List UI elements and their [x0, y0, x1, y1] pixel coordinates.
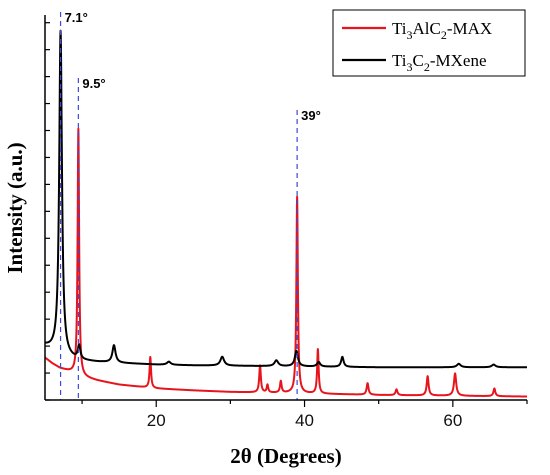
- legend-label-part: 2: [424, 60, 430, 74]
- legend-label-part: -MAX: [447, 19, 492, 38]
- legend-label-part: Ti: [392, 51, 407, 70]
- series-line-mxene: [44, 29, 528, 369]
- axes-layer: 20 40 60: [44, 15, 528, 430]
- annotation-layer: 7.1° 9.5° 39°: [59, 10, 321, 400]
- legend-label-max: Ti3AlC2-MAX: [392, 19, 492, 42]
- annotation-label-2: 39°: [301, 108, 321, 123]
- series-layer: [44, 29, 528, 398]
- x-axis-title: 2θ (Degrees): [230, 444, 341, 468]
- x-tick-label: 60: [443, 411, 462, 430]
- legend-label-part: C: [413, 51, 424, 70]
- legend-label-mxene: Ti3C2-MXene: [392, 51, 487, 74]
- legend-box: [332, 9, 526, 77]
- legend-label-part: 3: [407, 60, 413, 74]
- x-tick-label: 40: [295, 411, 314, 430]
- legend-label-part: -MXene: [430, 51, 487, 70]
- legend-label-part: 2: [441, 28, 447, 42]
- legend-label-part: AlC: [413, 19, 441, 38]
- series-line-max: [44, 127, 528, 398]
- y-axis-title: Intensity (a.u.): [3, 142, 27, 273]
- legend-label-part: Ti: [392, 19, 407, 38]
- annotation-label-0: 7.1°: [65, 10, 88, 25]
- annotation-label-1: 9.5°: [82, 76, 105, 91]
- legend-label-part: 3: [407, 28, 413, 42]
- x-tick-label: 20: [147, 411, 166, 430]
